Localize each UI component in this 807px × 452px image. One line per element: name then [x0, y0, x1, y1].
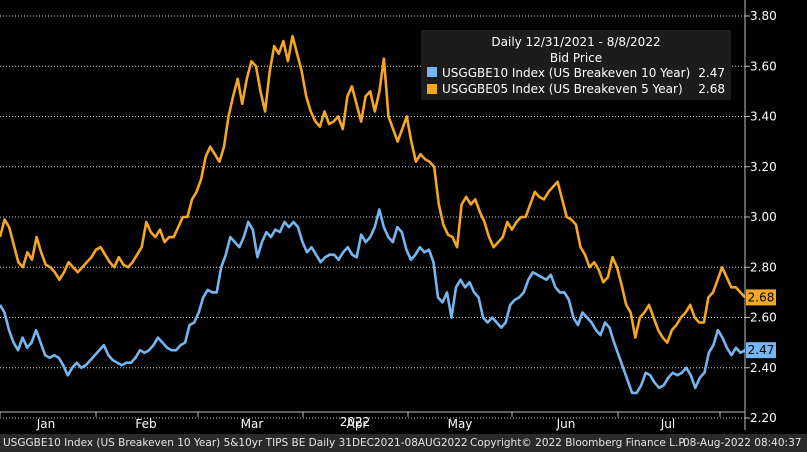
y-tick-label: 3.00: [750, 210, 777, 224]
x-tick-label: Apr: [347, 417, 368, 431]
x-tick-label: May: [448, 417, 473, 431]
series-line-1: [0, 34, 746, 344]
legend: Daily 12/31/2021 - 8/8/2022 Bid Price US…: [421, 30, 731, 100]
last-value-badges: 2.47 2.68: [746, 289, 776, 359]
legend-label-be05: USGGBE05 Index (US Breakeven 5 Year): [442, 82, 683, 96]
series-line-0: [0, 208, 746, 395]
y-axis: 2.20 2.40 2.60 2.80 3.00 3.20 3.40 3.60 3.80: [744, 0, 777, 430]
legend-value-be05: 2.68: [698, 82, 725, 96]
last-value-text-0: 2.47: [748, 343, 775, 357]
chart-title: Daily 12/31/2021 - 8/8/2022: [491, 35, 660, 49]
footer-copyright: Copyright© 2022 Bloomberg Finance L.P.: [470, 437, 687, 449]
x-tick-label: Jun: [556, 417, 576, 431]
year-label: 2022: [340, 415, 371, 429]
series-lines: [0, 34, 746, 395]
x-tick-label: Mar: [241, 417, 264, 431]
breakeven-chart: 2.20 2.40 2.60 2.80 3.00 3.20 3.40 3.60 3.80 Jan…: [0, 0, 777, 431]
last-value-badge-1: [746, 289, 776, 306]
legend-box: [421, 30, 731, 100]
legend-label-be10: USGGBE10 Index (US Breakeven 10 Year): [442, 66, 690, 80]
y-tick-label: 3.40: [750, 110, 777, 124]
x-tick-label: Feb: [135, 417, 156, 431]
legend-swatch-be05: [427, 84, 437, 94]
last-value-badge-0: [746, 342, 776, 359]
y-tick-label: 2.40: [750, 361, 777, 375]
legend-swatch-be10: [427, 67, 437, 77]
y-tick-label: 3.60: [750, 59, 777, 73]
footer-bar: USGGBE10 Index (US Breakeven 10 Year) 5&…: [0, 434, 807, 452]
x-tick-label: Jan: [36, 417, 56, 431]
last-value-text-1: 2.68: [748, 290, 775, 304]
footer-timestamp: 08-Aug-2022 08:40:37: [683, 437, 802, 449]
x-axis: Jan Feb Mar Apr May Jun Jul: [0, 411, 745, 431]
grid-lines: [0, 15, 745, 419]
x-tick-label: Jul: [660, 417, 675, 431]
y-tick-label: 3.20: [750, 160, 777, 174]
y-tick-label: 2.60: [750, 311, 777, 325]
y-tick-label: 2.80: [750, 260, 777, 274]
footer-security: USGGBE10 Index (US Breakeven 10 Year) 5&…: [3, 437, 468, 449]
y-tick-label: 3.80: [750, 9, 777, 23]
legend-value-be10: 2.47: [698, 66, 725, 80]
chart-subtitle: Bid Price: [550, 51, 602, 65]
y-tick-label: 2.20: [750, 411, 777, 425]
